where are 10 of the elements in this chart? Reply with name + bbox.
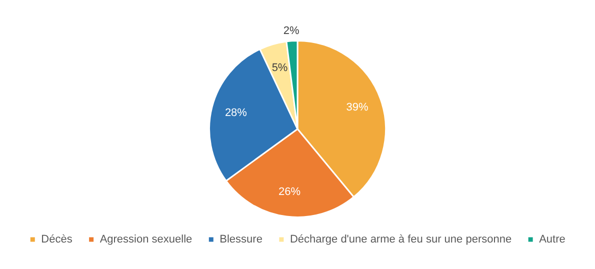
legend-label: Décès: [41, 234, 73, 246]
data-label: 28%: [224, 107, 248, 120]
legend-label: Agression sexuelle: [100, 234, 192, 246]
data-label: 26%: [278, 186, 301, 198]
data-label: 5%: [272, 62, 288, 74]
legend-label: Autre: [539, 234, 566, 246]
legend-label: Blessure: [220, 234, 262, 246]
data-label: 2%: [283, 24, 300, 37]
data-label: 39%: [346, 102, 369, 114]
legend-label: Décharge d'une arme à feu sur une personne: [290, 234, 512, 246]
